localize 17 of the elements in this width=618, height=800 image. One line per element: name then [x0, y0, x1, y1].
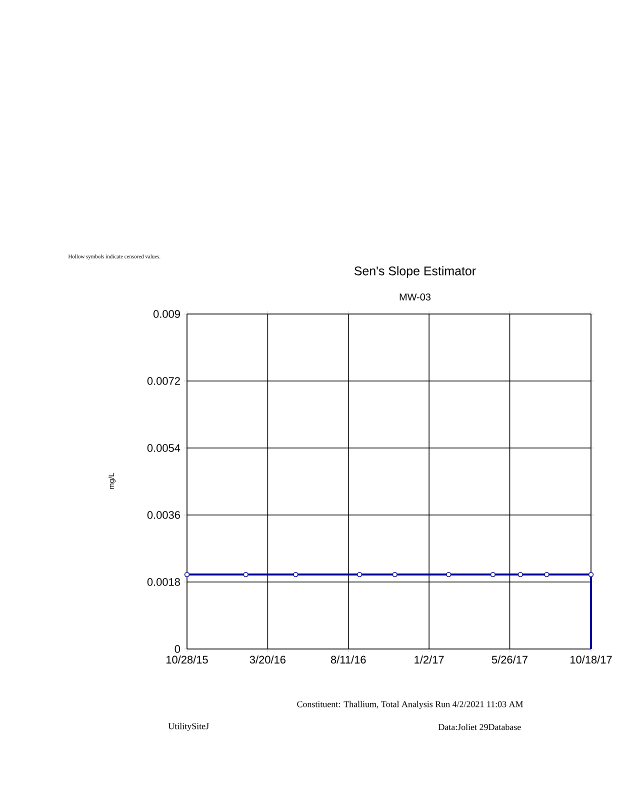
- y-tick-label: 0.0054: [147, 444, 180, 452]
- x-tick-label: 5/26/17: [492, 656, 528, 664]
- text: Data:Joliet 29Database: [438, 724, 521, 730]
- y-tick-label: 0.009: [153, 310, 180, 318]
- y-tick-label: 0.0072: [147, 377, 180, 385]
- text: Constituent: Thallium, Total Analysis Run 4/2/2021 11:03 AM: [297, 700, 523, 710]
- x-tick-label: 10/18/17: [570, 656, 612, 664]
- text: UtilitySiteJ: [168, 722, 209, 732]
- y-tick-label: 0.0036: [147, 511, 180, 519]
- y-tick-label: 0.0018: [147, 578, 180, 586]
- chart-subtitle: MW-03: [400, 293, 431, 301]
- x-tick-label: 1/2/17: [414, 656, 444, 664]
- chart-title: Sen's Slope Estimator: [354, 266, 476, 278]
- x-tick-label: 10/28/15: [166, 656, 208, 664]
- y-tick-label: 0: [174, 645, 180, 653]
- x-tick-label: 8/11/16: [330, 656, 366, 664]
- x-tick-label: 3/20/16: [250, 656, 286, 664]
